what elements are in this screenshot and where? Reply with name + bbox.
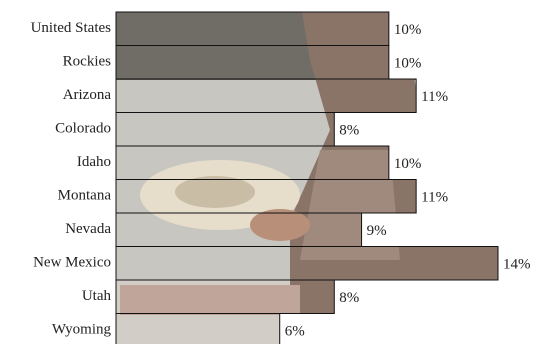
y-tick-label: Wyoming bbox=[52, 322, 112, 338]
y-tick-label: Idaho bbox=[77, 154, 111, 170]
bar bbox=[115, 179, 417, 214]
value-label: 8% bbox=[339, 290, 359, 306]
y-tick-label: Nevada bbox=[65, 221, 111, 237]
value-label: 6% bbox=[285, 324, 305, 340]
bar bbox=[115, 78, 417, 113]
bar bbox=[115, 145, 390, 180]
y-tick-label: Utah bbox=[82, 288, 112, 304]
value-label: 8% bbox=[339, 123, 359, 139]
bar bbox=[115, 45, 390, 80]
y-tick-label: Montana bbox=[58, 188, 112, 204]
y-tick-label: New Mexico bbox=[33, 255, 111, 271]
value-label: 11% bbox=[421, 89, 448, 105]
value-label: 10% bbox=[394, 56, 422, 72]
value-label: 11% bbox=[421, 190, 448, 206]
value-label: 9% bbox=[367, 223, 387, 239]
y-tick-label: Rockies bbox=[63, 54, 111, 70]
bar bbox=[115, 279, 335, 314]
y-tick-label: Colorado bbox=[55, 121, 111, 137]
value-label: 14% bbox=[503, 257, 531, 273]
bar bbox=[115, 11, 390, 46]
value-label: 10% bbox=[394, 22, 422, 38]
bar bbox=[115, 313, 281, 344]
bar bbox=[115, 112, 335, 147]
y-tick-label: United States bbox=[31, 20, 112, 36]
value-label: 10% bbox=[394, 156, 422, 172]
bar bbox=[115, 212, 363, 247]
bar bbox=[115, 246, 499, 281]
y-tick-label: Arizona bbox=[63, 87, 112, 103]
